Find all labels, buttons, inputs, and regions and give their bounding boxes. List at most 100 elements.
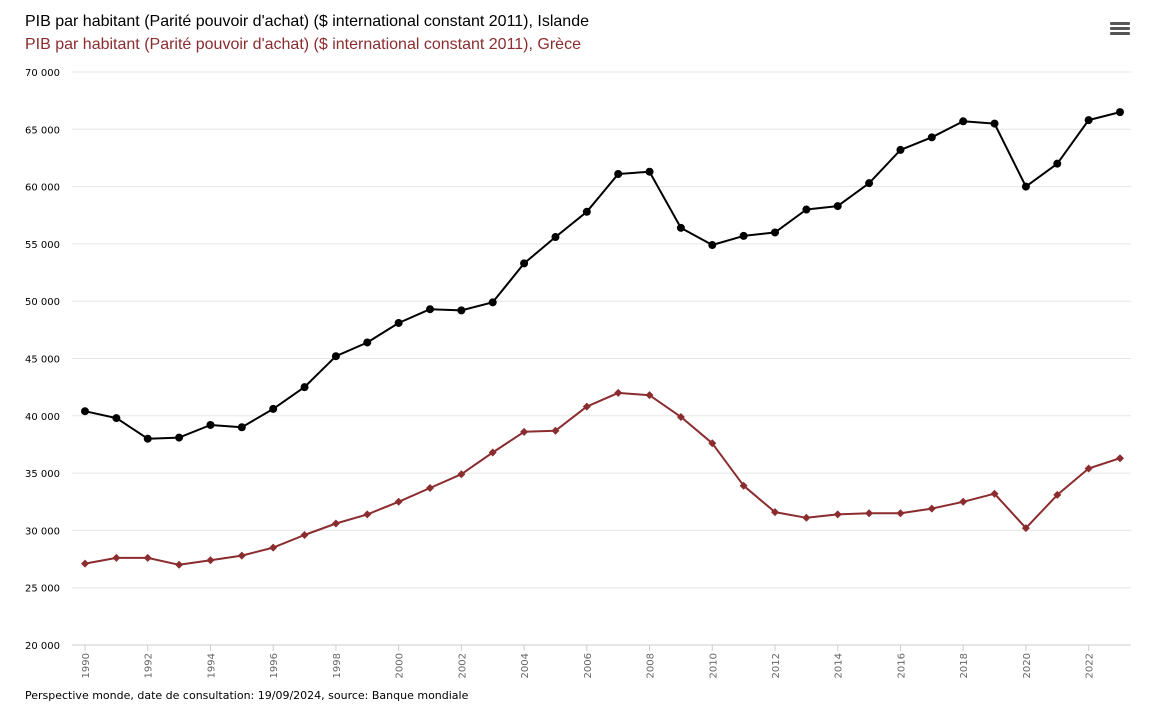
x-tick-label: 2010 (708, 653, 719, 678)
data-point (551, 233, 560, 242)
data-point (582, 402, 591, 411)
x-tick-label: 2020 (1022, 653, 1033, 678)
data-point (771, 508, 779, 517)
x-tick-label: 2018 (959, 653, 970, 678)
x-tick-label: 1996 (269, 653, 280, 678)
data-point (614, 169, 623, 178)
data-point (833, 510, 842, 519)
hamburger-menu-icon[interactable] (1108, 20, 1132, 38)
data-point (1021, 182, 1030, 191)
data-point (1116, 454, 1124, 463)
x-tick-label: 1992 (144, 653, 155, 678)
data-point (833, 202, 842, 211)
source-footer: Perspective monde, date de consultation:… (25, 689, 469, 702)
y-tick-label: 60 000 (25, 183, 60, 194)
data-point (990, 119, 999, 128)
data-point (708, 241, 717, 250)
data-point (676, 223, 685, 232)
data-point (363, 338, 372, 347)
data-point (1084, 116, 1093, 125)
data-point (959, 497, 968, 506)
data-point (112, 553, 121, 562)
y-axis: 20 000 25 000 30 000 35 000 40 000 45 000 50 0… (25, 68, 60, 652)
x-tick-label: 2014 (834, 653, 845, 678)
data-point (520, 259, 529, 268)
data-point (300, 383, 309, 392)
data-point (520, 427, 529, 436)
data-point (237, 423, 246, 432)
x-axis: 1990 1992 1994 1996 1998 2000 2002 2004 2006 2008… (81, 645, 1096, 678)
chart-subtitle: PIB par habitant (Parité pouvoir d'achat… (25, 36, 581, 53)
data-point (708, 439, 717, 448)
data-point (457, 470, 466, 479)
data-point (488, 448, 497, 457)
data-point (143, 553, 152, 562)
x-tick-label: 1990 (81, 653, 92, 678)
x-tick-label: 2016 (896, 653, 907, 678)
x-tick-label: 2008 (646, 653, 657, 678)
data-point (614, 388, 623, 397)
data-point (551, 426, 560, 435)
data-point (676, 412, 685, 421)
data-point (927, 133, 936, 142)
data-point (771, 228, 779, 237)
data-point (426, 483, 434, 492)
data-point (802, 205, 811, 214)
data-point (1021, 524, 1030, 533)
y-tick-label: 50 000 (25, 297, 60, 308)
grid-lines (72, 71, 1131, 646)
data-point (488, 298, 497, 307)
data-point (206, 420, 215, 429)
y-tick-label: 65 000 (25, 125, 60, 136)
data-point (1084, 464, 1093, 473)
data-point (175, 560, 184, 569)
data-point (739, 231, 748, 240)
data-point (927, 504, 936, 513)
data-point (959, 117, 968, 126)
y-tick-label: 30 000 (25, 526, 60, 537)
x-tick-label: 2004 (520, 653, 531, 678)
x-tick-label: 2022 (1085, 653, 1096, 678)
y-tick-label: 40 000 (25, 412, 60, 423)
y-tick-label: 35 000 (25, 469, 60, 480)
line-chart: 20 000 25 000 30 000 35 000 40 000 45 000 50 0… (25, 68, 1131, 678)
data-point (331, 519, 340, 528)
data-point (1053, 490, 1062, 499)
y-tick-label: 25 000 (25, 584, 60, 595)
y-tick-label: 55 000 (25, 240, 60, 251)
data-point (802, 513, 811, 522)
data-point (331, 352, 340, 361)
y-tick-label: 70 000 (25, 68, 60, 79)
data-point (426, 305, 434, 314)
data-point (206, 556, 215, 565)
series-group (81, 108, 1124, 569)
x-tick-label: 1998 (332, 653, 343, 678)
data-point (143, 434, 152, 443)
x-tick-label: 2012 (771, 653, 782, 678)
data-point (269, 543, 278, 552)
data-point (645, 391, 654, 400)
x-tick-label: 2000 (395, 653, 406, 678)
data-point (1053, 159, 1062, 168)
data-point (865, 179, 874, 188)
data-point (363, 510, 372, 519)
series-line (84, 391, 1121, 566)
data-point (990, 489, 999, 498)
data-point (896, 145, 905, 154)
data-point (175, 433, 184, 442)
data-point (112, 414, 121, 423)
data-point (394, 318, 403, 327)
data-point (269, 404, 278, 413)
data-point (300, 530, 309, 539)
data-point (739, 481, 748, 490)
x-tick-label: 2006 (583, 653, 594, 678)
data-point (1116, 108, 1124, 117)
data-point (582, 207, 591, 216)
data-point (81, 407, 89, 416)
y-tick-label: 45 000 (25, 355, 60, 366)
data-point (237, 551, 246, 560)
data-point (865, 509, 874, 518)
data-point (896, 509, 905, 518)
chart-title: PIB par habitant (Parité pouvoir d'achat… (25, 13, 589, 30)
series-line (84, 111, 1121, 440)
